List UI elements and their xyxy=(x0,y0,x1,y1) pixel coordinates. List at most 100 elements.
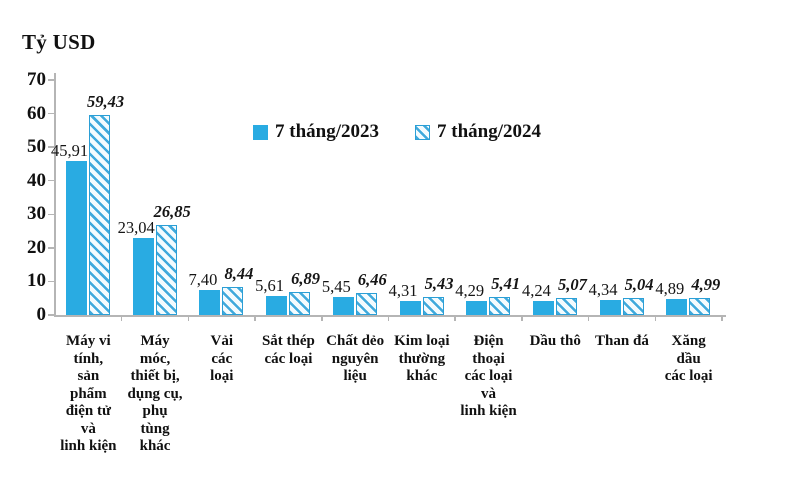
category-label-line: Kim loại xyxy=(394,333,450,349)
bar-2024-10 xyxy=(689,298,711,315)
value-label-2023-9: 4,34 xyxy=(588,280,618,300)
category-label-line: dầu xyxy=(676,350,701,367)
category-label-line: các loại xyxy=(664,368,713,384)
value-label-2023-8: 4,24 xyxy=(521,280,551,300)
y-axis-tick-label: 0 xyxy=(36,304,47,325)
value-label-2024-1: 59,43 xyxy=(86,92,125,112)
chart-unit-label: Tỷ USD xyxy=(22,30,96,54)
legend-item-2023: 7 tháng/2023 xyxy=(253,121,379,143)
x-axis-category-label-6: Kim loại thường khác xyxy=(384,333,461,386)
value-label-2024-9: 5,04 xyxy=(624,275,654,295)
y-axis-tick-mark xyxy=(48,179,55,182)
bar-2024-8 xyxy=(555,297,577,315)
category-label-line: linh kiện xyxy=(60,438,117,454)
category-label-line: Xăng xyxy=(671,333,706,349)
bar-2023-8 xyxy=(532,300,554,315)
category-label-line: thường xyxy=(398,350,446,367)
y-axis-tick-label: 40 xyxy=(27,169,46,191)
x-axis-tick-mark xyxy=(654,315,657,321)
x-axis-tick-mark xyxy=(187,315,190,321)
value-label-2024-7: 5,41 xyxy=(491,273,521,293)
value-label-2024-4: 6,89 xyxy=(291,268,321,288)
category-label-line: móc, xyxy=(139,350,171,367)
category-label-line: Than đá xyxy=(595,333,649,349)
category-label-line: Dầu thô xyxy=(529,333,581,349)
bar-2024-5 xyxy=(355,293,377,315)
y-axis-tick-mark xyxy=(48,247,55,249)
legend-swatch-hatched-2024 xyxy=(415,124,430,140)
category-label-line: nguyên xyxy=(331,350,379,367)
bar-2024-2 xyxy=(155,224,177,315)
bar-2023-7 xyxy=(466,300,488,315)
y-axis-tick-mark xyxy=(48,112,55,115)
x-axis-tick-mark xyxy=(254,315,256,321)
category-label-line: các xyxy=(211,350,233,367)
x-axis-tick-mark xyxy=(321,315,323,321)
chart-legend: 7 tháng/2023 7 tháng/2024 xyxy=(253,121,541,143)
value-label-2023-1: 45,91 xyxy=(50,140,89,160)
value-label-2024-3: 8,44 xyxy=(224,263,254,283)
category-label-line: Máy xyxy=(140,333,170,349)
bar-2024-9 xyxy=(622,298,644,315)
x-axis-category-label-9: Than đá xyxy=(584,333,661,351)
y-axis-tick-mark xyxy=(48,213,55,216)
x-axis-category-label-2: Máy móc, thiết bị, dụng cụ, phụ tùng khác xyxy=(117,333,194,456)
category-label-line: và xyxy=(481,385,497,402)
category-label-line: khác xyxy=(139,438,171,454)
category-label-line: phụ xyxy=(142,403,168,419)
category-label-line: Vải xyxy=(210,333,233,349)
category-label-line: Sắt thép xyxy=(261,333,315,349)
bar-2024-3 xyxy=(222,286,244,315)
category-label-line: thoại xyxy=(472,350,505,367)
category-label-line: điện tử xyxy=(65,403,111,419)
legend-item-2024: 7 tháng/2024 xyxy=(415,121,541,143)
value-label-2024-10: 4,99 xyxy=(691,275,721,295)
bar-2023-3 xyxy=(199,290,221,315)
x-axis-category-label-10: Xăng dầu các loại xyxy=(650,333,727,386)
bar-2023-1 xyxy=(66,160,87,315)
y-axis-tick-mark xyxy=(48,79,55,81)
category-label-line: sản xyxy=(77,368,100,384)
bar-2023-2 xyxy=(132,237,154,315)
y-axis-tick-label: 50 xyxy=(27,136,46,158)
value-label-2023-3: 7,40 xyxy=(188,270,218,290)
category-label-line: tùng xyxy=(140,420,170,437)
bar-2024-4 xyxy=(289,291,311,315)
y-axis-tick-mark xyxy=(48,146,55,148)
category-label-line: và xyxy=(80,420,96,437)
bar-2023-6 xyxy=(399,300,421,315)
value-label-2024-6: 5,43 xyxy=(424,273,454,293)
category-label-line: các loại xyxy=(464,368,513,384)
y-axis-tick-mark xyxy=(48,314,55,316)
value-label-2023-7: 4,29 xyxy=(455,280,485,300)
x-axis-tick-mark xyxy=(120,315,123,321)
category-label-line: Máy vi xyxy=(66,333,111,349)
value-label-2023-4: 5,61 xyxy=(255,276,285,296)
x-axis-line xyxy=(54,315,726,317)
y-axis-tick-label: 70 xyxy=(27,69,46,90)
value-label-2023-2: 23,04 xyxy=(117,217,155,237)
x-axis-tick-mark xyxy=(721,315,723,321)
x-axis-category-label-4: Sắt thép các loại xyxy=(250,333,327,368)
y-axis-tick-label: 20 xyxy=(27,236,46,258)
bar-2023-9 xyxy=(599,300,621,315)
legend-swatch-solid-2023 xyxy=(253,124,268,140)
category-label-line: Chất dẻo xyxy=(326,333,385,349)
bar-2023-10 xyxy=(666,298,688,315)
value-label-2023-6: 4,31 xyxy=(388,280,418,300)
x-axis-category-label-8: Dầu thô xyxy=(517,333,594,351)
value-label-2024-8: 5,07 xyxy=(557,274,587,294)
category-label-line: linh kiện xyxy=(460,403,517,419)
bar-2023-4 xyxy=(266,296,288,315)
bar-2023-5 xyxy=(332,296,354,315)
category-label-line: các loại xyxy=(264,350,313,367)
category-label-line: khác xyxy=(406,368,438,384)
y-axis-tick-label: 60 xyxy=(27,102,46,124)
category-label-line: liệu xyxy=(343,368,367,384)
category-label-line: dụng cụ, xyxy=(127,385,183,402)
legend-label-2024: 7 tháng/2024 xyxy=(437,121,541,142)
category-label-line: tính, xyxy=(73,350,104,367)
category-label-line: thiết bị, xyxy=(130,368,180,384)
x-axis-tick-mark xyxy=(521,315,523,321)
